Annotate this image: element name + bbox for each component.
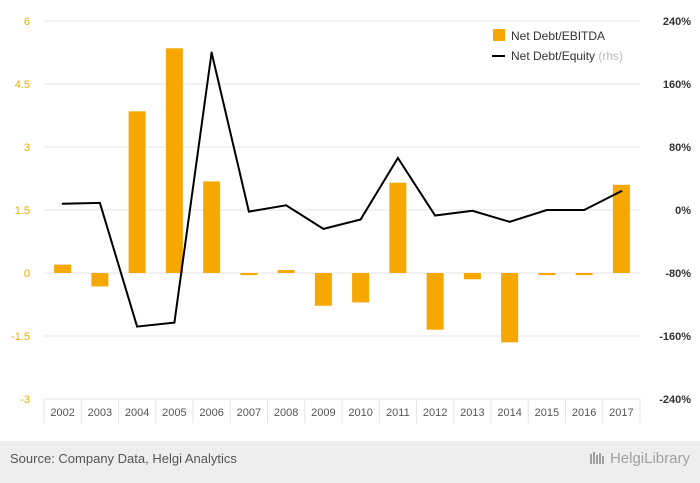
bar	[426, 273, 444, 330]
x-tick-label: 2002	[50, 407, 74, 419]
y-left-tick-label: -1.5	[11, 331, 30, 343]
x-tick-label: 2006	[199, 407, 223, 419]
legend-label-net-debt-equity: Net Debt/Equity (rhs)	[511, 49, 623, 63]
bar	[612, 184, 630, 273]
line-point	[508, 220, 511, 223]
bar	[91, 273, 109, 287]
chart: 2002 2003 2004 2005 2006 2007 2008 2009 2010 2011…	[11, 16, 691, 423]
bar	[575, 273, 593, 276]
bar	[128, 111, 146, 273]
x-tick-label: 2016	[572, 407, 596, 419]
line-point	[471, 209, 474, 212]
footer: Source: Company Data, Helgi Analytics He…	[0, 441, 700, 483]
y-right-tick-label: 0%	[675, 205, 691, 217]
x-tick-label: 2014	[497, 407, 521, 419]
y-right-tick-label: -80%	[665, 268, 691, 280]
line-point	[322, 227, 325, 230]
x-tick-label: 2012	[423, 407, 447, 419]
line-point	[359, 218, 362, 221]
line-point	[247, 210, 250, 213]
source-note: Source: Company Data, Helgi Analytics	[10, 451, 237, 466]
line-point	[620, 190, 623, 193]
bar	[165, 48, 183, 273]
line-point	[98, 201, 101, 204]
brand-logo: HelgiLibrary	[589, 450, 690, 467]
y-left-tick-label: -3	[20, 394, 30, 406]
line-point	[545, 209, 548, 211]
y-left-tick-label: 1.5	[15, 205, 30, 217]
y-right-tick-label: -160%	[659, 331, 691, 343]
x-tick-label: 2013	[460, 407, 484, 419]
x-tick-label: 2010	[348, 407, 372, 419]
y-axis-right: 240% 160% 80% 0% -80% -160% -240%	[659, 16, 691, 406]
legend: Net Debt/EBITDA Net Debt/Equity (rhs)	[492, 29, 623, 63]
y-left-tick-label: 3	[24, 142, 30, 154]
y-left-tick-label: 6	[24, 16, 30, 28]
bar	[240, 273, 258, 276]
x-tick-label: 2009	[311, 407, 335, 419]
x-tick-label: 2017	[609, 407, 633, 419]
line-point	[210, 51, 213, 54]
line-point	[396, 157, 399, 160]
bar	[501, 273, 519, 343]
y-right-tick-label: 240%	[663, 16, 691, 28]
bar	[389, 182, 407, 273]
legend-swatch-net-debt-ebitda	[493, 29, 505, 41]
y-right-tick-label: -240%	[659, 394, 691, 406]
y-right-tick-label: 80%	[669, 142, 691, 154]
x-tick-label: 2004	[125, 407, 149, 419]
x-tick-label: 2015	[535, 407, 559, 419]
bar	[277, 270, 295, 273]
line-point	[61, 202, 64, 205]
line-series-net-debt-equity	[61, 51, 623, 328]
line-point	[285, 204, 288, 207]
bar	[54, 264, 72, 273]
line-point	[136, 325, 139, 328]
line-point	[434, 214, 437, 217]
bar	[314, 273, 332, 306]
x-tick-label: 2008	[274, 407, 298, 419]
x-tick-label: 2003	[88, 407, 112, 419]
line-point	[583, 209, 586, 211]
y-left-tick-label: 4.5	[15, 79, 30, 91]
bar	[203, 181, 221, 273]
x-tick-label: 2011	[386, 407, 410, 419]
bar	[538, 273, 556, 276]
y-left-tick-label: 0	[24, 268, 30, 280]
brand-name: HelgiLibrary	[609, 450, 690, 467]
y-right-tick-label: 160%	[663, 79, 691, 91]
bar	[352, 273, 370, 303]
bar	[463, 273, 481, 280]
x-axis: 2002 2003 2004 2005 2006 2007 2008 2009 2010 2011…	[43, 399, 641, 423]
line-point	[173, 321, 176, 324]
legend-label-net-debt-ebitda: Net Debt/EBITDA	[511, 29, 605, 43]
line-path	[62, 52, 622, 328]
bar-series-net-debt-ebitda	[54, 48, 630, 343]
x-tick-label: 2005	[162, 407, 186, 419]
x-tick-label: 2007	[237, 407, 261, 419]
library-icon	[589, 452, 604, 464]
y-axis-left: 6 4.5 3 1.5 0 -1.5 -3	[11, 16, 30, 406]
